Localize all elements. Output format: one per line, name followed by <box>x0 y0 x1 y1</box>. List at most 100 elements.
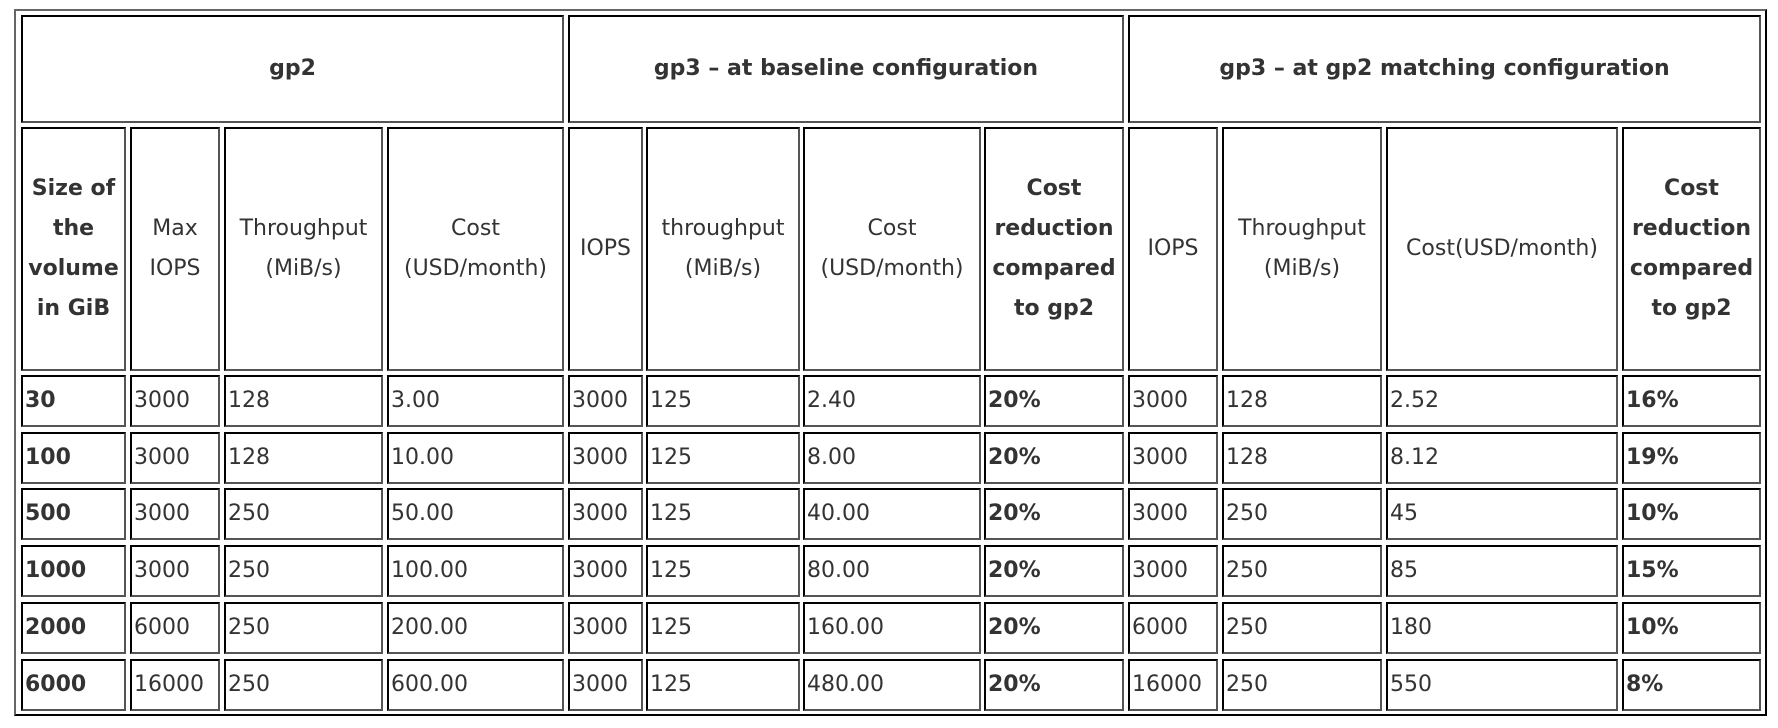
table-cell-throughput: 125 <box>646 602 800 654</box>
table-cell-max-iops: 3000 <box>130 545 220 597</box>
column-header-iops: IOPS <box>1128 127 1218 371</box>
column-header-line: Size of <box>31 176 116 201</box>
table-cell-max-iops: 3000 <box>130 375 220 427</box>
table-cell-throughput: 128 <box>1222 375 1382 427</box>
column-header-line: volume <box>28 256 119 281</box>
table-cell-size-gib: 100 <box>21 432 126 484</box>
table-cell-cost: 200.00 <box>387 602 564 654</box>
table-cell-throughput: 250 <box>224 488 383 540</box>
column-header-cost: Cost(USD/month) <box>1386 127 1618 371</box>
table-cell-max-iops: 3000 <box>130 432 220 484</box>
column-header-line: (USD/month) <box>404 256 547 281</box>
table-cell-iops: 3000 <box>568 488 643 540</box>
column-header-line: the <box>52 216 95 241</box>
table-cell-throughput: 250 <box>1222 488 1382 540</box>
table-cell-throughput: 250 <box>224 659 383 711</box>
table-cell-cost: 160.00 <box>803 602 981 654</box>
table-cell-size-gib: 2000 <box>21 602 126 654</box>
column-header-line: Cost(USD/month) <box>1406 236 1598 261</box>
column-header-line: reduction <box>994 216 1114 241</box>
column-header-line: throughput <box>661 216 785 241</box>
table-cell-cost-reduction: 10% <box>1622 488 1761 540</box>
column-header-line: to gp2 <box>1013 296 1095 321</box>
table-cell-cost-reduction: 20% <box>984 432 1124 484</box>
table-cell-iops: 3000 <box>568 432 643 484</box>
column-header-line: (MiB/s) <box>684 256 762 281</box>
group-header-label: gp3 – at gp2 matching configuration <box>1219 56 1670 81</box>
table-cell-cost-reduction: 8% <box>1622 659 1761 711</box>
table-cell-iops: 3000 <box>568 375 643 427</box>
table-cell-iops: 3000 <box>1128 432 1218 484</box>
table-cell-throughput: 128 <box>224 375 383 427</box>
table-cell-iops: 3000 <box>568 659 643 711</box>
table-cell-size-gib: 500 <box>21 488 126 540</box>
table-cell-max-iops: 3000 <box>130 488 220 540</box>
table-cell-max-iops: 16000 <box>130 659 220 711</box>
table-cell-cost: 8.12 <box>1386 432 1618 484</box>
column-header-size-gib: Size of the volume in GiB <box>21 127 126 371</box>
column-header-line: Max <box>152 216 198 241</box>
column-header-line: Throughput <box>1238 216 1366 241</box>
table-cell-cost: 45 <box>1386 488 1618 540</box>
column-header-line: IOPS <box>149 256 201 281</box>
table-cell-cost: 8.00 <box>803 432 981 484</box>
column-header-line: Cost <box>451 216 500 241</box>
column-header-cost: Cost (USD/month) <box>387 127 564 371</box>
table-cell-cost: 50.00 <box>387 488 564 540</box>
column-header-line: Cost <box>1026 176 1082 201</box>
column-header-line: (MiB/s) <box>265 256 342 281</box>
table-cell-cost: 40.00 <box>803 488 981 540</box>
group-header-label: gp2 <box>269 56 316 81</box>
table-cell-cost: 2.40 <box>803 375 981 427</box>
column-header-line: compared <box>992 256 1116 281</box>
column-header-line: (USD/month) <box>820 256 964 281</box>
table-cell-cost: 10.00 <box>387 432 564 484</box>
group-header-gp3-baseline: gp3 – at baseline configuration <box>568 15 1124 123</box>
column-header-cost-reduction: Cost reduction compared to gp2 <box>1622 127 1761 371</box>
table-cell-throughput: 125 <box>646 432 800 484</box>
table-cell-throughput: 125 <box>646 545 800 597</box>
table-cell-cost-reduction: 10% <box>1622 602 1761 654</box>
table-cell-throughput: 125 <box>646 659 800 711</box>
table-cell-iops: 3000 <box>1128 375 1218 427</box>
table-cell-iops: 3000 <box>1128 545 1218 597</box>
group-header-gp2: gp2 <box>21 15 564 123</box>
table-cell-max-iops: 6000 <box>130 602 220 654</box>
table-cell-cost-reduction: 20% <box>984 602 1124 654</box>
column-header-line: Cost <box>1664 176 1719 201</box>
column-header-line: compared <box>1629 256 1754 281</box>
table-cell-throughput: 250 <box>1222 602 1382 654</box>
table-cell-cost-reduction: 20% <box>984 545 1124 597</box>
table-cell-cost-reduction: 20% <box>984 488 1124 540</box>
table-cell-cost-reduction: 19% <box>1622 432 1761 484</box>
column-header-line: Cost <box>867 216 917 241</box>
table-cell-throughput: 250 <box>1222 545 1382 597</box>
table-cell-throughput: 125 <box>646 375 800 427</box>
column-header-line: IOPS <box>1147 236 1199 261</box>
table-cell-throughput: 250 <box>224 545 383 597</box>
column-header-iops: IOPS <box>568 127 643 371</box>
table-cell-size-gib: 6000 <box>21 659 126 711</box>
table-cell-cost-reduction: 15% <box>1622 545 1761 597</box>
table-cell-size-gib: 1000 <box>21 545 126 597</box>
table-cell-size-gib: 30 <box>21 375 126 427</box>
table-cell-throughput: 125 <box>646 488 800 540</box>
column-header-throughput: Throughput (MiB/s) <box>1222 127 1382 371</box>
table-cell-cost: 550 <box>1386 659 1618 711</box>
table-cell-throughput: 128 <box>1222 432 1382 484</box>
table-cell-iops: 3000 <box>1128 488 1218 540</box>
column-header-line: reduction <box>1631 216 1752 241</box>
column-header-line: IOPS <box>579 236 632 261</box>
table-cell-cost: 2.52 <box>1386 375 1618 427</box>
table-cell-cost: 100.00 <box>387 545 564 597</box>
table-cell-cost: 480.00 <box>803 659 981 711</box>
column-header-line: (MiB/s) <box>1263 256 1341 281</box>
column-header-line: Throughput <box>239 216 368 241</box>
table-cell-iops: 3000 <box>568 545 643 597</box>
table-cell-cost-reduction: 20% <box>984 659 1124 711</box>
group-header-label: gp3 – at baseline configuration <box>653 56 1039 81</box>
table-cell-cost: 600.00 <box>387 659 564 711</box>
gp2-vs-gp3-cost-table: gp2 gp3 – at baseline configuration gp3 – … <box>14 9 1767 716</box>
column-header-cost-reduction: Cost reduction compared to gp2 <box>984 127 1124 371</box>
table-cell-cost: 85 <box>1386 545 1618 597</box>
